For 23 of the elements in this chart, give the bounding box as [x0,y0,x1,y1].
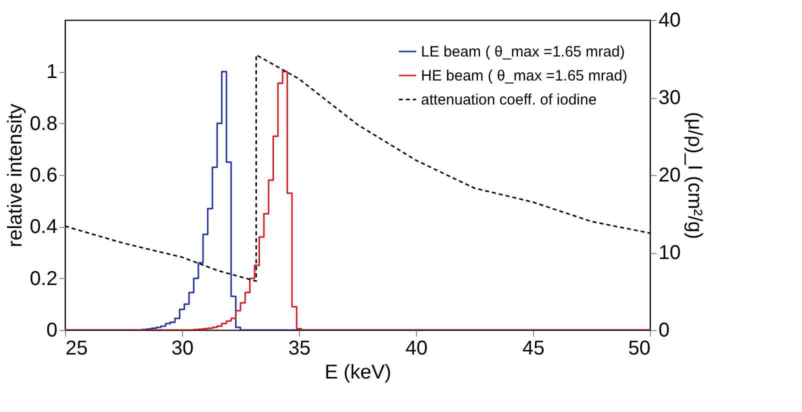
y-tick-label: 0.8 [30,112,58,135]
legend-label: LE beam ( θ_max =1.65 mrad) [421,44,625,60]
legend-label: HE beam ( θ_max =1.65 mrad) [421,68,628,84]
y2-tick-label: 20 [658,164,681,186]
y-tick-label: 0.4 [30,216,58,238]
y2-axis-title: (μ/ρ)_I (cm²/g) [684,112,706,240]
x-tick-label: 35 [288,338,311,360]
y-tick-label: 0.2 [30,268,58,290]
x-tick-label: 30 [171,338,194,360]
y2-tick-label: 40 [658,10,681,32]
y2-tick-label: 10 [658,242,681,264]
x-axis-title: E (keV) [324,362,392,384]
y2-tick-label: 0 [658,320,670,342]
x-tick-label: 45 [522,338,545,360]
x-tick-label: 50 [628,338,650,360]
y-tick-label: 0.6 [30,164,58,186]
y-tick-label: 1 [46,61,58,84]
legend-label: attenuation coeff. of iodine [421,92,597,108]
x-tick-label: 40 [405,338,428,360]
y-tick-label: 0 [46,320,58,342]
x-tick-label: 25 [66,338,88,360]
y2-tick-label: 30 [658,87,681,109]
y-axis-title: relative intensity [4,104,27,248]
